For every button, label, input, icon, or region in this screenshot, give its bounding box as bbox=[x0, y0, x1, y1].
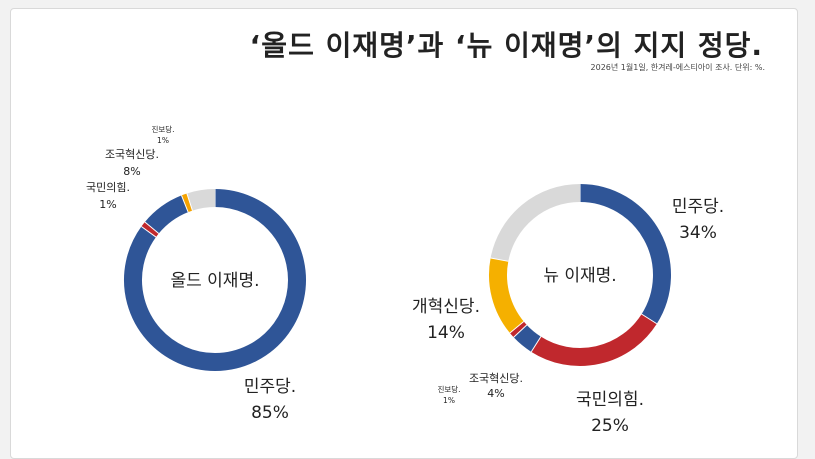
donut-chart-1: 올드 이재명. 민주당. 85% 국민의힘. 1% 조국혁신당. 8% 진보당. 1% bbox=[86, 124, 306, 423]
slice-separator bbox=[186, 193, 193, 211]
slice-value-label: 1% bbox=[157, 136, 169, 145]
donut-center-label: 뉴 이재명. bbox=[543, 266, 616, 286]
slice-value-label: 25% bbox=[591, 416, 629, 436]
slice-value-label: 85% bbox=[251, 403, 289, 423]
slice-value-label: 34% bbox=[679, 223, 717, 243]
slice-value-label: 1% bbox=[99, 198, 116, 211]
donut-slice bbox=[124, 189, 306, 371]
slice-separator bbox=[490, 257, 509, 262]
donut-slice bbox=[509, 321, 527, 338]
slice-separator bbox=[641, 313, 658, 325]
donut-slice bbox=[513, 324, 542, 352]
donut-slice bbox=[181, 193, 193, 213]
donut-slice bbox=[186, 189, 216, 211]
slice-name-label: 국민의힘. bbox=[86, 181, 130, 194]
donut-slice bbox=[579, 184, 671, 324]
slice-name-label: 진보당. bbox=[151, 124, 174, 134]
chart-title: ‘올드 이재명’과 ‘뉴 이재명’의 지지 정당. bbox=[249, 29, 763, 62]
slice-value-label: 14% bbox=[427, 323, 465, 343]
slice-separator bbox=[141, 226, 157, 238]
slice-name-label: 조국혁신당. bbox=[105, 148, 159, 161]
donut-slice bbox=[144, 195, 189, 234]
donut-center-label: 올드 이재명. bbox=[170, 271, 259, 291]
slice-separator bbox=[509, 321, 525, 334]
slice-separator bbox=[513, 324, 528, 338]
donut-chart-2: 뉴 이재명. 민주당. 34% 국민의힘. 25% 조국혁신당. 4% 진보당. 1% 개혁신당.… bbox=[412, 184, 724, 436]
slice-name-label: 민주당. bbox=[244, 377, 296, 397]
slice-value-label: 8% bbox=[123, 165, 140, 178]
donut-slice bbox=[531, 313, 657, 366]
slice-value-label: 4% bbox=[487, 387, 504, 400]
donut-slice bbox=[141, 221, 159, 238]
slice-name-label: 진보당. bbox=[437, 384, 460, 394]
slice-separator bbox=[144, 221, 160, 234]
slice-name-label: 개혁신당. bbox=[412, 297, 480, 317]
donut-slice bbox=[490, 184, 581, 262]
slice-separator bbox=[181, 195, 189, 213]
slice-name-label: 민주당. bbox=[672, 197, 724, 217]
donut-slice bbox=[489, 257, 524, 334]
slice-value-label: 1% bbox=[443, 396, 455, 405]
slice-name-label: 국민의힘. bbox=[576, 390, 644, 410]
slice-separator bbox=[530, 336, 542, 353]
chart-subtitle: 2026년 1월1일, 한겨레-에스티아이 조사. 단위: %. bbox=[590, 63, 765, 72]
slice-name-label: 조국혁신당. bbox=[469, 372, 523, 385]
